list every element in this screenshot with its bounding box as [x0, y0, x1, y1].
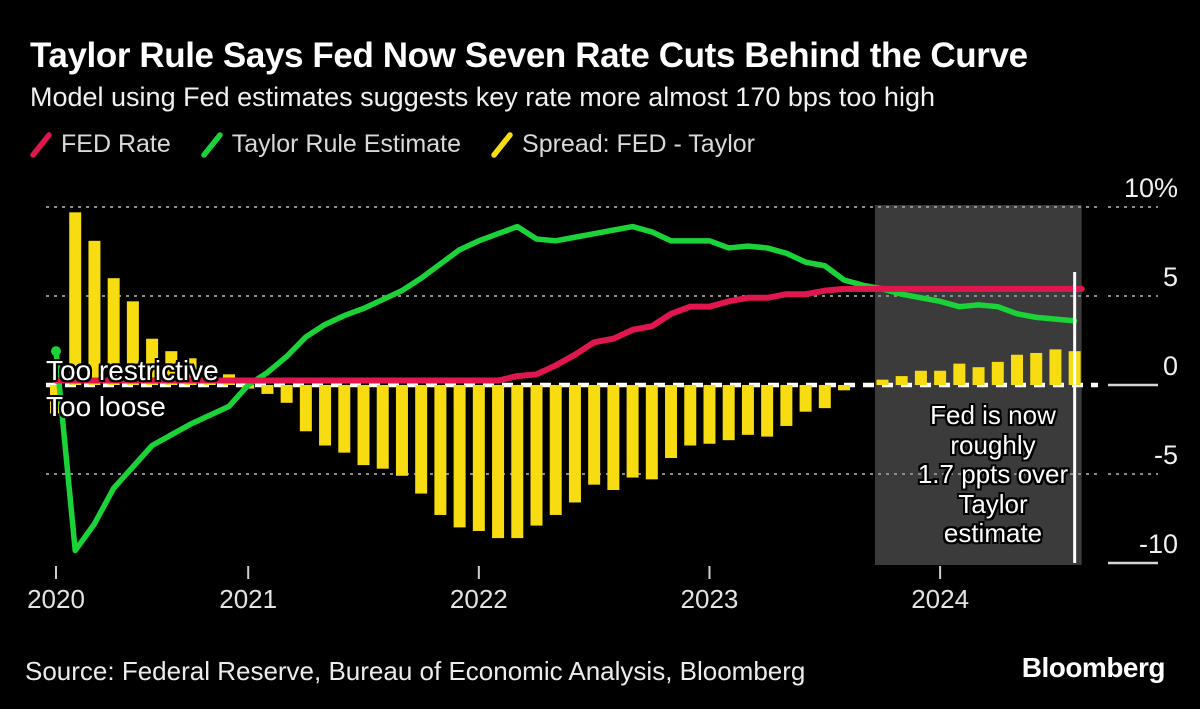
legend-item-fed-rate: FED Rate: [30, 130, 171, 159]
page-subtitle: Model using Fed estimates suggests key r…: [30, 82, 935, 112]
spread-bar: [530, 385, 543, 526]
y-axis-label: 5: [1162, 262, 1178, 292]
spread-bar: [1030, 352, 1043, 385]
y-axis-label: -5: [1153, 440, 1178, 470]
legend-item-spread: Spread: FED - Taylor: [491, 130, 755, 159]
spread-bar: [645, 385, 658, 480]
spread-bar: [549, 385, 562, 515]
spread-bar: [876, 379, 889, 385]
x-axis-label: 2020: [27, 584, 85, 614]
x-axis-label: 2022: [449, 584, 508, 614]
spread-bar: [146, 338, 159, 385]
fed-rate-line-icon: [30, 131, 52, 158]
spread-bar: [838, 385, 851, 391]
spread-bar: [914, 370, 927, 385]
legend-label: Taylor Rule Estimate: [231, 130, 462, 158]
x-axis-label: 2021: [219, 584, 278, 614]
spread-bar: [761, 385, 774, 437]
y-axis-label: -10: [1138, 529, 1178, 559]
spread-bar: [741, 385, 754, 435]
legend-label: FED Rate: [61, 130, 171, 158]
page-title: Taylor Rule Says Fed Now Seven Rate Cuts…: [30, 36, 1028, 75]
spread-line-icon: [491, 131, 513, 158]
spread-bar: [1049, 349, 1062, 385]
spread-bar: [588, 385, 601, 485]
spread-bar: [511, 385, 524, 539]
spread-bar: [799, 385, 812, 412]
annotation-too-restrictive: Too restrictive: [46, 355, 219, 386]
x-axis-label: 2024: [911, 584, 970, 614]
spread-bar: [818, 385, 831, 409]
spread-bar: [722, 385, 735, 441]
spread-bar: [895, 376, 908, 385]
spread-bar: [665, 385, 678, 458]
spread-bar: [780, 385, 793, 426]
annotation-band-note: Fed is now roughly 1.7 ppts over Taylor …: [917, 400, 1069, 548]
spread-bar: [376, 385, 389, 469]
spread-bar: [972, 367, 985, 385]
spread-bar: [492, 385, 505, 539]
taylor-rule-line: [53, 223, 1078, 554]
taylor-rule-line-icon: [201, 131, 223, 158]
spread-bar: [338, 385, 351, 453]
spread-bar: [395, 385, 408, 476]
spread-bar: [1011, 354, 1023, 385]
spread-bar: [703, 385, 716, 444]
spread-bar: [934, 370, 947, 385]
spread-bar: [357, 385, 370, 466]
spread-bar: [319, 385, 332, 446]
x-axis-label: 2023: [680, 584, 739, 614]
fed-rate-line: [53, 285, 1085, 384]
legend-item-taylor-rule: Taylor Rule Estimate: [201, 130, 461, 159]
spread-bar: [88, 240, 101, 385]
spread-bar: [261, 385, 274, 394]
legend-label: Spread: FED - Taylor: [522, 130, 755, 158]
spread-bar: [991, 361, 1004, 385]
spread-bar: [568, 385, 581, 503]
spread-bar: [69, 212, 82, 385]
spread-bar: [953, 363, 966, 385]
spread-bar: [126, 301, 139, 385]
spread-bar: [280, 385, 293, 403]
spread-bar: [626, 385, 639, 478]
spread-bar: [472, 385, 485, 531]
spread-bar: [415, 385, 428, 494]
spread-bar: [607, 385, 620, 491]
spread-bar: [684, 385, 697, 446]
spread-bar: [107, 278, 120, 385]
spread-bar: [453, 385, 466, 528]
source-attribution: Source: Federal Reserve, Bureau of Econo…: [25, 656, 806, 686]
y-axis-label: 10%: [1123, 173, 1178, 203]
bloomberg-logo: Bloomberg: [1021, 652, 1166, 683]
legend: FED Rate Taylor Rule Estimate Spread: FE…: [30, 130, 755, 159]
taylor-rule-start-dot: [51, 346, 61, 357]
spread-bar: [165, 351, 178, 385]
spread-bar: [434, 385, 447, 515]
annotation-too-loose: Too loose: [46, 391, 166, 422]
y-axis-label: 0: [1162, 351, 1178, 381]
spread-bar: [299, 385, 312, 432]
